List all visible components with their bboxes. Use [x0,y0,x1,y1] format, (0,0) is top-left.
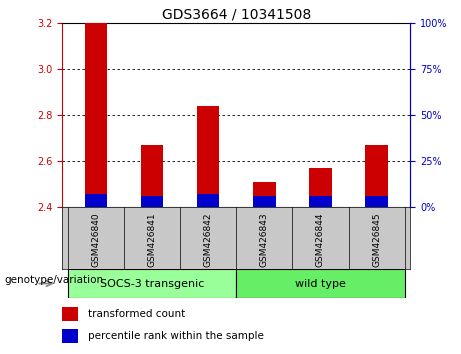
Bar [309,196,332,207]
Bar [309,168,332,207]
Bar [85,194,107,207]
Text: wild type: wild type [295,279,346,289]
Bar [236,269,405,298]
Bar [62,307,78,321]
Text: GSM426843: GSM426843 [260,212,269,267]
Title: GDS3664 / 10341508: GDS3664 / 10341508 [162,8,311,22]
Bar [366,196,388,207]
Text: percentile rank within the sample: percentile rank within the sample [89,331,264,341]
Bar [253,196,276,207]
Text: GSM426845: GSM426845 [372,212,381,267]
Text: SOCS-3 transgenic: SOCS-3 transgenic [100,279,204,289]
Bar [141,196,163,207]
Text: GSM426841: GSM426841 [148,212,157,267]
Text: transformed count: transformed count [89,309,186,319]
Text: GSM426840: GSM426840 [91,212,100,267]
Bar [197,106,219,207]
Text: GSM426844: GSM426844 [316,212,325,267]
Bar [62,329,78,343]
Bar [197,194,219,207]
Bar [253,182,276,207]
Text: GSM426842: GSM426842 [204,212,213,267]
Bar [141,145,163,207]
Bar [366,145,388,207]
Bar [85,21,107,207]
Bar [68,269,236,298]
Text: genotype/variation: genotype/variation [5,275,104,285]
